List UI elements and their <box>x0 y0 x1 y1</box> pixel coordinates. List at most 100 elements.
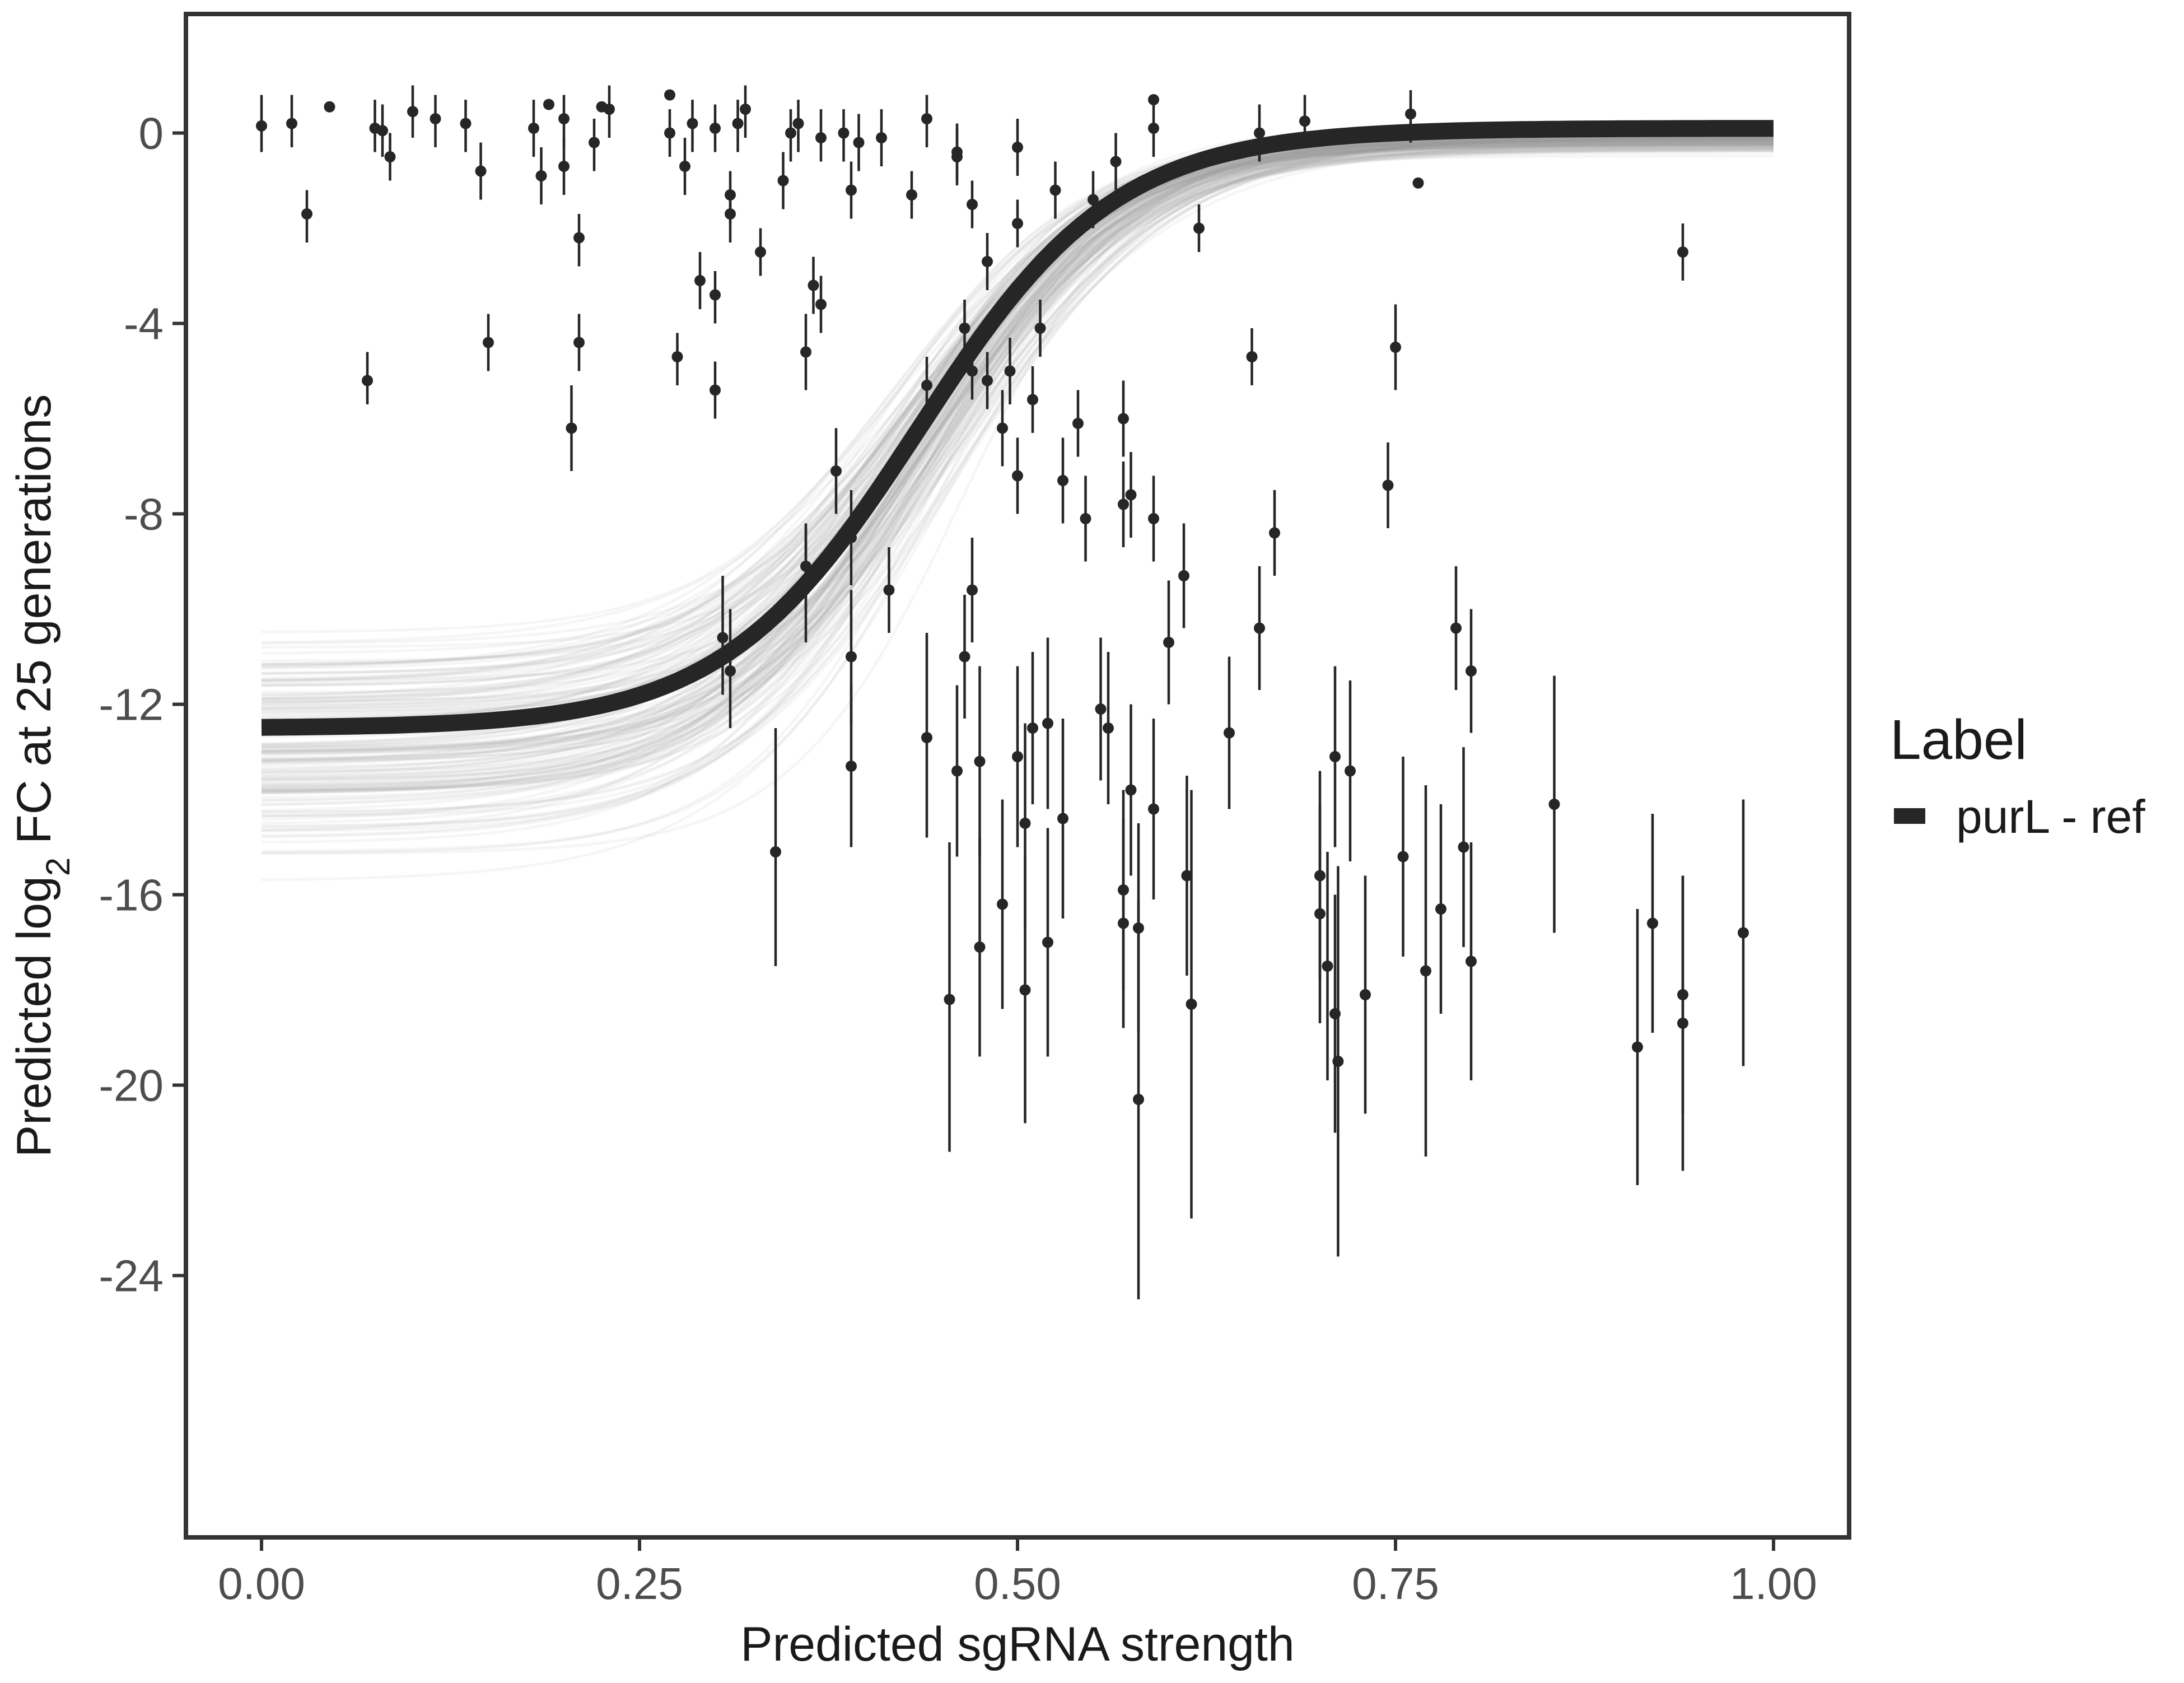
point-marker <box>1004 365 1016 377</box>
data-point <box>1103 652 1114 804</box>
fit-curve-purl-ref <box>261 120 1774 736</box>
data-point <box>997 390 1008 467</box>
data-point <box>846 161 857 219</box>
data-point <box>1148 475 1159 562</box>
data-point <box>1390 304 1401 390</box>
point-marker <box>535 170 547 181</box>
data-point <box>694 252 706 309</box>
data-point <box>1057 719 1068 919</box>
data-point <box>883 547 895 633</box>
point-marker <box>377 125 388 137</box>
point-marker <box>1458 841 1469 853</box>
point-marker <box>1118 884 1129 896</box>
point-marker <box>967 199 978 210</box>
point-marker <box>755 246 766 258</box>
posterior-draw-line <box>261 143 1774 802</box>
data-point <box>528 100 539 157</box>
data-point <box>1118 461 1129 547</box>
point-marker <box>566 422 577 434</box>
posterior-draw-line <box>261 142 1774 753</box>
data-point <box>846 490 857 585</box>
data-point <box>1095 637 1107 781</box>
data-point <box>1224 656 1235 809</box>
point-marker <box>997 898 1008 910</box>
data-point <box>543 99 554 110</box>
data-point <box>1269 490 1280 576</box>
data-point <box>959 300 970 357</box>
data-point <box>1004 338 1016 404</box>
data-point <box>770 728 781 966</box>
point-marker <box>846 184 857 196</box>
point-marker <box>982 256 993 267</box>
x-tick-label: 1.00 <box>1730 1559 1817 1609</box>
data-points <box>256 85 1749 1299</box>
data-point <box>1072 390 1084 457</box>
point-marker <box>1412 177 1424 189</box>
data-point <box>1548 675 1560 933</box>
point-marker <box>1405 108 1416 120</box>
point-marker <box>883 584 895 596</box>
data-point <box>475 142 487 200</box>
y-tick-label: -12 <box>99 680 164 730</box>
point-marker <box>792 118 804 129</box>
data-point <box>1677 875 1688 1171</box>
posterior-draw-line <box>261 137 1774 818</box>
data-point <box>362 352 373 404</box>
point-marker <box>1049 184 1061 196</box>
point-marker <box>1110 156 1122 167</box>
data-point <box>725 609 736 728</box>
data-point <box>732 100 744 152</box>
data-point <box>921 633 932 838</box>
point-marker <box>725 208 736 220</box>
point-marker <box>846 532 857 543</box>
point-marker <box>830 465 842 477</box>
data-point <box>664 89 675 101</box>
point-marker <box>846 651 857 663</box>
posterior-draw-line <box>261 136 1774 669</box>
posterior-draw-line <box>261 136 1774 700</box>
posterior-draw-line <box>261 140 1774 782</box>
data-point <box>1322 852 1333 1080</box>
data-point <box>1012 666 1023 847</box>
point-marker <box>1677 246 1688 258</box>
data-point <box>1435 804 1446 1014</box>
data-point <box>1254 566 1265 690</box>
x-tick-label: 0.50 <box>974 1559 1061 1609</box>
point-marker <box>800 346 811 358</box>
data-point <box>710 271 721 324</box>
data-point <box>967 342 978 400</box>
point-marker <box>1125 784 1137 796</box>
point-marker <box>1125 489 1137 501</box>
data-point <box>974 837 986 1057</box>
posterior-draw-line <box>261 140 1774 837</box>
data-point <box>1118 790 1129 990</box>
point-marker <box>974 756 986 767</box>
data-point <box>1458 747 1469 947</box>
posterior-draw-line <box>261 136 1774 700</box>
point-marker <box>430 113 441 124</box>
posterior-draw-line <box>261 142 1774 780</box>
data-point <box>1042 637 1053 809</box>
data-point <box>1133 823 1144 1033</box>
point-marker <box>589 137 600 148</box>
y-axis-title-subscript: 2 <box>39 857 77 876</box>
point-marker <box>1332 1056 1344 1067</box>
posterior-draw-line <box>261 142 1774 736</box>
point-marker <box>944 994 955 1005</box>
y-tick-label: -8 <box>124 489 164 539</box>
point-marker <box>1435 903 1446 915</box>
posterior-draw-line <box>261 137 1774 764</box>
posterior-draw-line <box>261 139 1774 782</box>
posterior-draw-line <box>261 151 1774 795</box>
data-point <box>1193 204 1205 252</box>
point-marker <box>740 104 751 115</box>
point-marker <box>1027 722 1038 734</box>
data-point <box>589 119 600 171</box>
data-point <box>1314 804 1326 1023</box>
data-point <box>1034 300 1046 357</box>
posterior-draw-line <box>261 136 1774 806</box>
point-marker <box>1193 222 1205 234</box>
point-marker <box>1548 799 1560 810</box>
posterior-draw-line <box>261 141 1774 715</box>
